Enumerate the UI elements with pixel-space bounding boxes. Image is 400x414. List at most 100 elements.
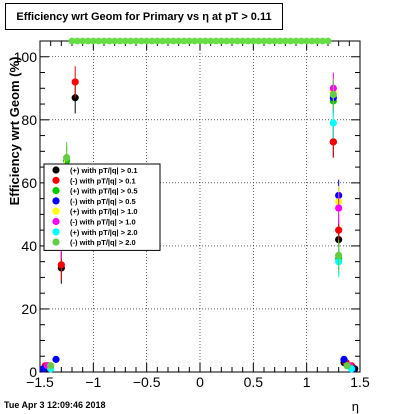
band-point [297,37,305,45]
legend-entry: (-) with pT/|q| > 2.0 [70,238,136,247]
band-point [169,37,177,45]
band-point [319,37,327,45]
band-point [233,37,241,45]
legend-box [43,163,161,251]
x-tick-label: −1.5 [26,374,54,390]
y-tick-label: 60 [21,175,37,191]
x-tick-label: 1.5 [350,374,370,390]
band-point [196,37,204,45]
band-point [73,37,81,45]
band-point [313,37,321,45]
legend-marker [52,207,60,215]
legend-entry: (+) with pT/|q| > 0.1 [70,166,138,175]
legend-entry: (+) with pT/|q| > 0.5 [70,187,138,196]
band-point [201,37,209,45]
band-point [111,37,119,45]
band-point [255,37,263,45]
series-point [57,261,65,269]
band-point [217,37,225,45]
band-point [89,37,97,45]
series-point [329,138,337,146]
band-point [244,37,252,45]
band-point [249,37,257,45]
band-point [239,37,247,45]
band-point [148,37,156,45]
y-tick-label: 20 [21,301,37,317]
series-point [340,355,348,363]
band-point [153,37,161,45]
band-point [127,37,135,45]
y-tick-label: 40 [21,238,37,254]
legend-entry: (+) with pT/|q| > 1.0 [70,207,138,216]
band-point [223,37,231,45]
legend-entry: (-) with pT/|q| > 0.1 [70,176,136,185]
band-point [185,37,193,45]
band-point [84,37,92,45]
band-point [159,37,167,45]
band-point [105,37,113,45]
band-point [68,37,76,45]
x-tick-label: 1 [303,374,311,390]
band-point [308,37,316,45]
band-point [100,37,108,45]
band-point [132,37,140,45]
band-point [271,37,279,45]
band-point [276,37,284,45]
band-point [180,37,188,45]
band-point [260,37,268,45]
x-tick-label: −0.5 [133,374,161,390]
band-point [79,37,87,45]
series-point [343,362,351,370]
band-point [116,37,124,45]
series-point [335,204,343,212]
series-point [47,362,55,370]
band-point [95,37,103,45]
band-point [143,37,151,45]
band-point [265,37,273,45]
legend-marker [52,197,60,205]
x-tick-label: 0.5 [244,374,264,390]
band-point [191,37,199,45]
x-tick-label: −1 [85,374,101,390]
band-point [292,37,300,45]
series-point [329,119,337,127]
y-tick-label: 80 [21,112,37,128]
series-point [329,90,337,99]
x-tick-label: 0 [196,374,204,390]
x-axis-label: η [352,399,359,414]
band-point [281,37,289,45]
band-point [175,37,183,45]
legend-marker [52,187,60,195]
band-point [137,37,145,45]
band-point [324,37,332,45]
legend-marker [52,217,60,226]
legend: (+) with pT/|q| > 0.1(-) with pT/|q| > 0… [43,163,161,251]
legend-entry: (+) with pT/|q| > 2.0 [70,228,138,237]
legend-entry: (-) with pT/|q| > 1.0 [70,218,136,227]
series-point [52,355,60,363]
legend-marker [52,166,60,174]
band-point [207,37,215,45]
band-point [121,37,129,45]
axes: −1.5 −1 −0.5 0 0.5 1 1.5 0 20 40 60 80 100 [14,40,370,390]
band-point [164,37,172,45]
legend-marker [52,176,60,184]
band-point [212,37,220,45]
series-point [335,226,343,234]
legend-entry: (-) with pT/|q| > 0.5 [70,197,136,206]
legend-marker [52,238,60,246]
band-point [228,37,236,45]
y-axis-label: Efficiency wrt Geom (%) [7,57,22,206]
band-point [303,37,311,45]
y-tick-label: 0 [29,364,37,380]
series-point [335,251,343,259]
timestamp: Tue Apr 3 12:09:46 2018 [4,400,106,410]
band-point [287,37,295,45]
series-point [63,154,71,162]
legend-marker [52,228,60,236]
data-points [39,37,359,373]
chart-title: Efficiency wrt Geom for Primary vs η at … [5,3,283,30]
series-point [71,78,79,86]
y-tick-label: 100 [14,49,38,65]
